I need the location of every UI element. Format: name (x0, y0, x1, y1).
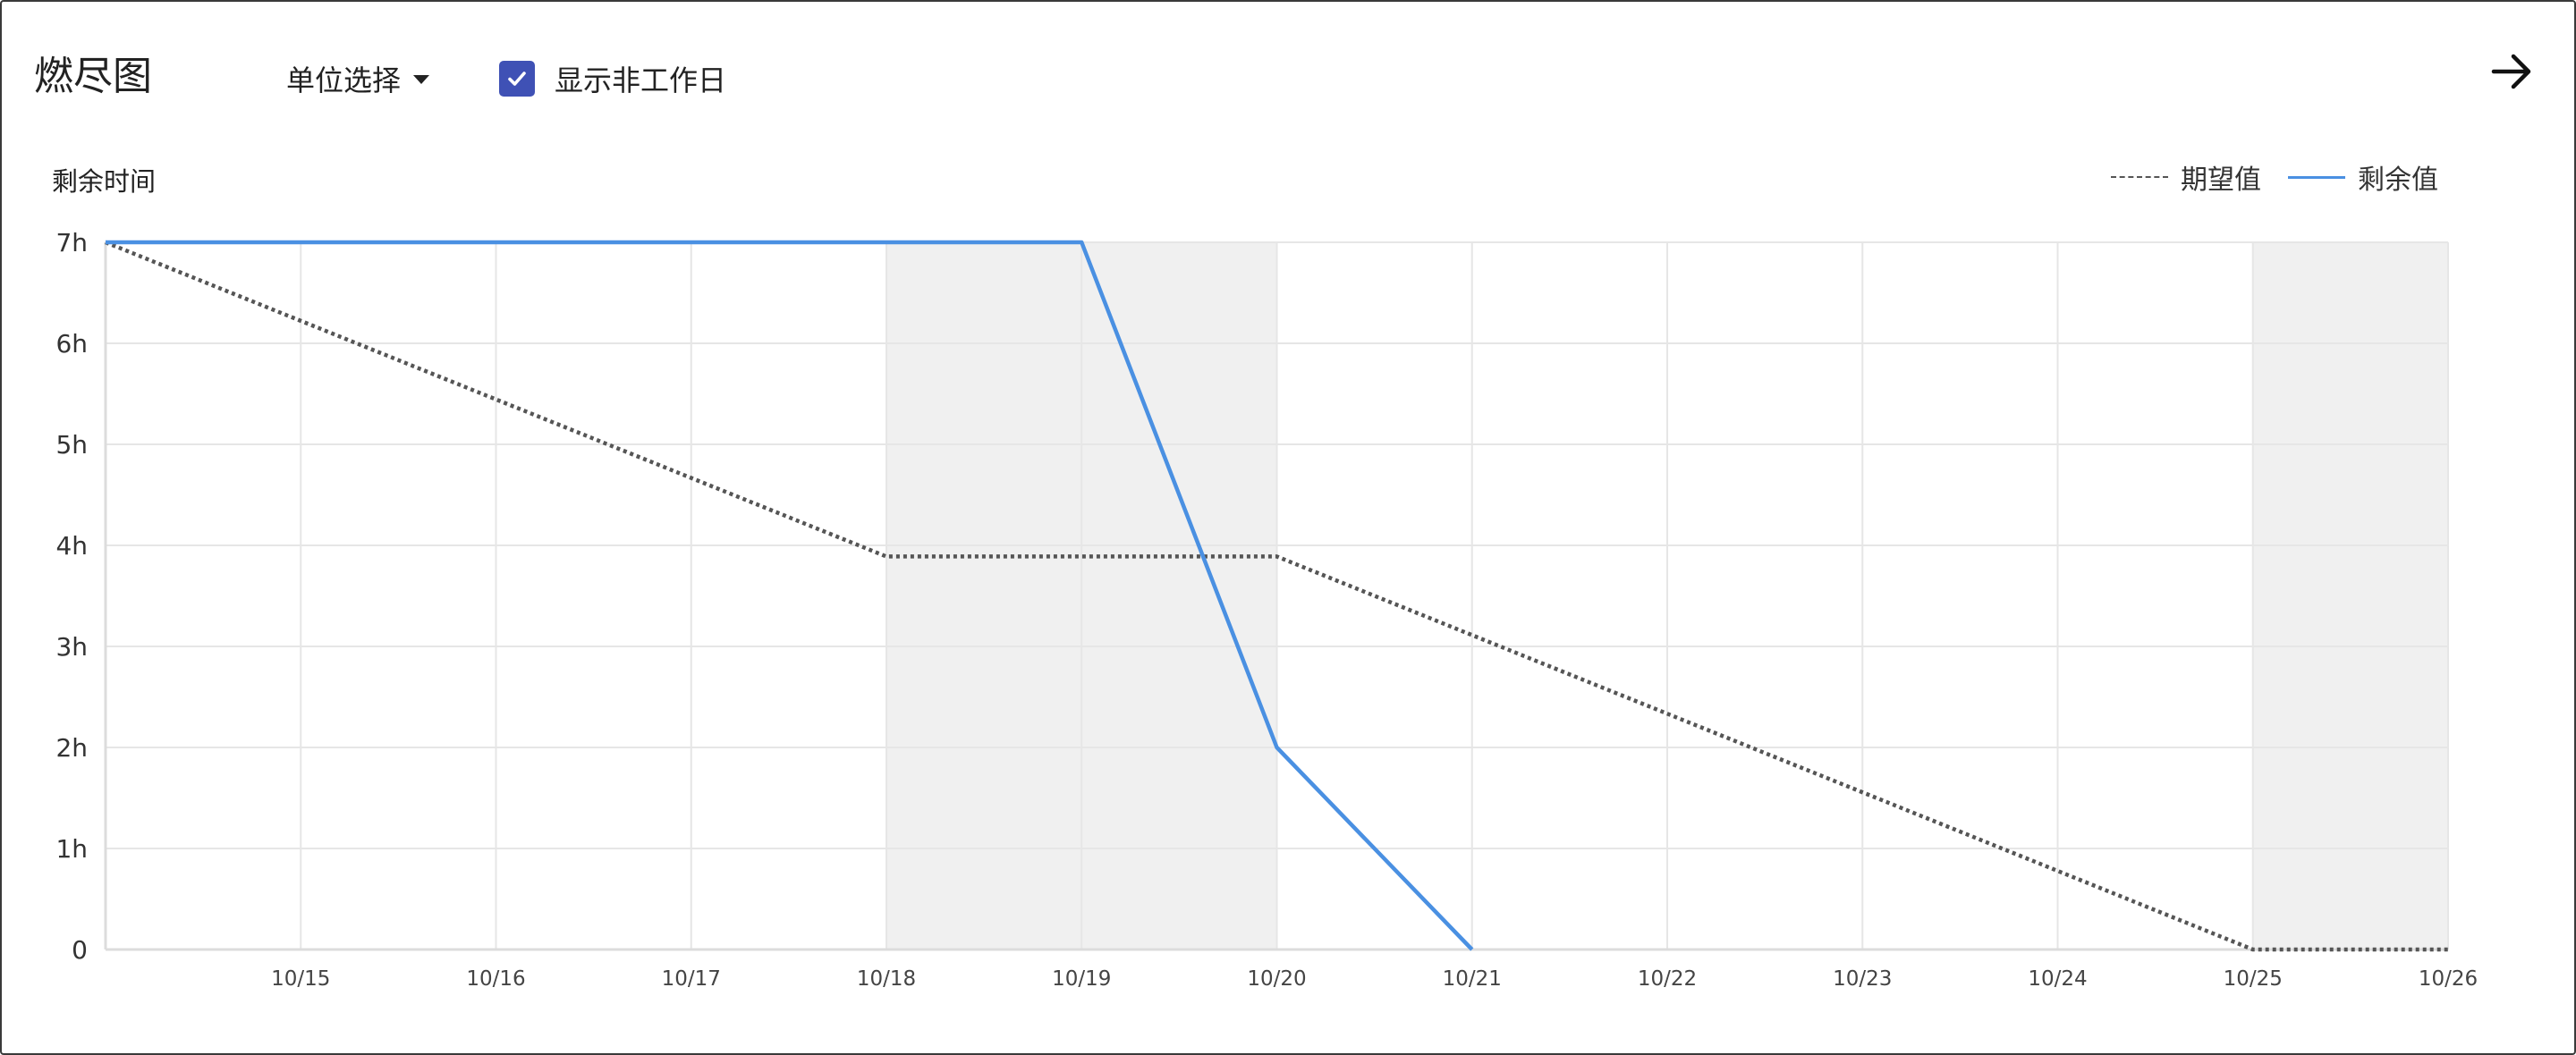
show-nonworkday-checkbox[interactable] (499, 61, 535, 97)
arrow-right-icon (2491, 54, 2531, 89)
y-tick-label: 2h (55, 733, 88, 763)
nonworkday-band (2252, 242, 2448, 950)
chart-legend: 期望值 剩余值 (2111, 157, 2438, 197)
legend-swatch-remaining (2288, 175, 2345, 179)
x-tick-label: 10/20 (1247, 967, 1306, 991)
legend-item-remaining[interactable]: 剩余值 (2288, 157, 2438, 197)
y-tick-label: 3h (55, 632, 88, 662)
x-tick-label: 10/16 (466, 967, 525, 991)
show-nonworkday-label: 显示非工作日 (555, 63, 727, 97)
x-tick-label: 10/15 (271, 967, 330, 991)
legend-item-expected[interactable]: 期望值 (2111, 157, 2261, 197)
x-tick-label: 10/26 (2419, 967, 2478, 991)
unit-select-label: 单位选择 (286, 63, 402, 97)
x-tick-label: 10/18 (857, 967, 916, 991)
legend-label-expected: 期望值 (2181, 165, 2261, 196)
caret-down-icon (413, 75, 430, 84)
unit-select-dropdown[interactable]: 单位选择 (286, 59, 430, 98)
show-nonworkday-toggle[interactable]: 显示非工作日 (499, 59, 726, 98)
x-tick-label: 10/22 (1638, 967, 1697, 991)
x-tick-label: 10/23 (1833, 967, 1892, 991)
y-tick-label: 5h (55, 430, 88, 460)
y-tick-label: 7h (55, 228, 88, 257)
x-tick-label: 10/25 (2224, 967, 2283, 991)
legend-swatch-expected (2111, 176, 2168, 178)
y-tick-label: 0 (72, 935, 88, 965)
y-tick-label: 6h (55, 329, 88, 359)
x-tick-label: 10/17 (662, 967, 721, 991)
y-axis-label: 剩余时间 (52, 166, 157, 197)
y-tick-label: 1h (55, 834, 88, 864)
y-tick-label: 4h (55, 531, 88, 561)
x-tick-label: 10/24 (2028, 967, 2087, 991)
page-title: 燃尽图 (34, 54, 152, 99)
check-icon (508, 72, 526, 86)
expand-button[interactable] (2487, 46, 2537, 97)
x-tick-label: 10/19 (1052, 967, 1111, 991)
remaining-line (106, 240, 1474, 951)
legend-label-remaining: 剩余值 (2358, 165, 2438, 196)
x-tick-label: 10/21 (1443, 967, 1502, 991)
